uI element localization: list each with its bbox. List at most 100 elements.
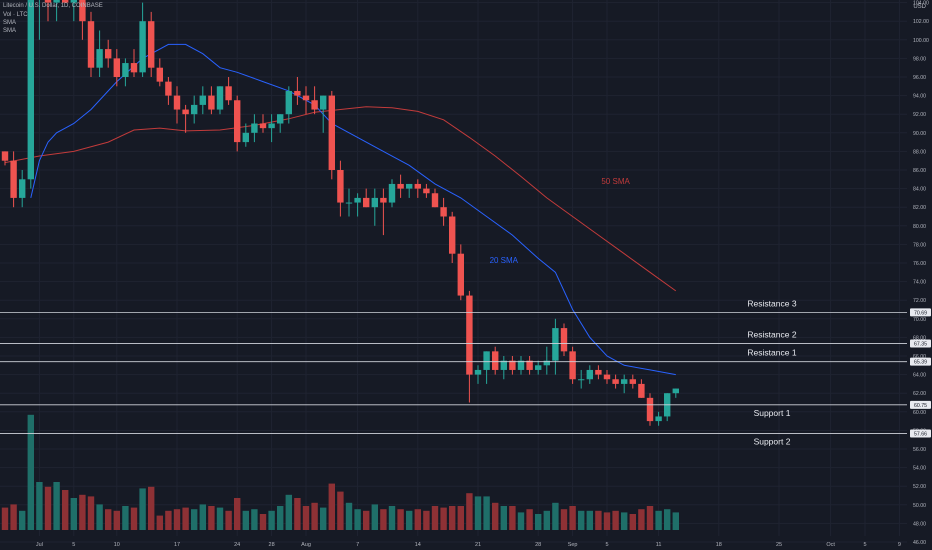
y-tick-label: 62.00: [913, 391, 926, 397]
volume-bar: [44, 486, 52, 530]
candle-body: [431, 193, 439, 208]
y-tick-label: 72.00: [913, 298, 926, 304]
candle-body: [560, 328, 568, 352]
volume-bar: [79, 494, 86, 530]
x-tick-label: 14: [415, 542, 421, 548]
volume-bar: [612, 510, 619, 530]
candle-body: [122, 63, 129, 77]
candle-body: [139, 21, 146, 73]
candle-body: [552, 328, 559, 361]
candle-body: [79, 0, 86, 22]
y-tick-label: 54.00: [913, 466, 926, 472]
y-tick-label: 98.00: [913, 56, 926, 62]
volume-bar: [53, 482, 60, 530]
candle-body: [509, 360, 516, 370]
volume-bar: [646, 506, 654, 530]
volume-indicator-label[interactable]: Vol · LTC: [3, 12, 28, 18]
candle-body: [294, 90, 301, 96]
candle-body: [621, 379, 628, 384]
volume-bar: [655, 510, 662, 530]
x-tick-label: 11: [656, 542, 662, 548]
candle-body: [19, 179, 26, 198]
candle-body: [234, 100, 241, 143]
volume-bar: [234, 498, 241, 530]
candle-body: [517, 360, 525, 370]
currency-label: USD: [913, 4, 926, 10]
volume-bar: [664, 509, 671, 530]
candle-body: [492, 351, 499, 370]
volume-bar: [277, 506, 284, 530]
volume-bar: [113, 510, 120, 530]
candle-body: [371, 197, 378, 208]
candle-body: [302, 95, 310, 101]
sma50-line: [4, 106, 677, 292]
volume-bar: [371, 504, 378, 530]
candle-body: [612, 379, 619, 384]
y-tick-label: 92.00: [913, 112, 926, 118]
volume-bar: [302, 506, 310, 530]
y-tick-label: 80.00: [913, 224, 926, 230]
volume-bar: [122, 506, 129, 530]
candle-body: [569, 351, 576, 380]
x-tick-label: 28: [269, 542, 275, 548]
candle-body: [449, 216, 456, 254]
sma-indicator-label-2[interactable]: SMA: [3, 28, 17, 34]
volume-bar: [423, 510, 430, 530]
candle-body: [595, 369, 602, 375]
candle-body: [328, 95, 335, 170]
volume-bar: [406, 510, 413, 530]
x-tick-label: 28: [535, 542, 541, 548]
volume-bar: [294, 498, 301, 530]
y-tick-label: 56.00: [913, 447, 926, 453]
sma-indicator-label-1[interactable]: SMA: [3, 20, 17, 26]
candle-body: [53, 0, 60, 3]
candle-body: [130, 63, 138, 73]
x-tick-label: Sep: [568, 542, 578, 548]
candle-body: [655, 416, 662, 422]
level-price-label: 60.75: [914, 403, 927, 409]
y-tick-label: 46.00: [913, 540, 926, 546]
level-price-label: 57.66: [914, 432, 927, 438]
candle-body: [242, 132, 249, 143]
volume-bar: [96, 504, 103, 530]
y-tick-label: 90.00: [913, 131, 926, 137]
volume-bar: [191, 509, 198, 530]
y-tick-label: 104.00: [913, 1, 929, 7]
volume-bar: [535, 514, 542, 530]
volume-bar: [285, 494, 292, 530]
candle-body: [423, 188, 430, 194]
x-tick-label: Jul: [36, 542, 43, 548]
volume-bar: [526, 509, 533, 530]
x-tick-label: 5: [863, 542, 866, 548]
y-tick-label: 64.00: [913, 373, 926, 379]
level-price-label: 65.39: [914, 360, 927, 366]
level-price-label: 70.69: [914, 310, 927, 316]
volume-bar: [173, 509, 181, 530]
candle-body: [62, 0, 69, 3]
volume-bar: [569, 506, 576, 530]
candle-body: [70, 0, 77, 3]
x-tick-label: 5: [605, 542, 608, 548]
volume-bar: [36, 482, 43, 530]
level-label: Resistance 2: [747, 329, 796, 339]
candle-body: [363, 197, 370, 208]
candle-body: [457, 253, 464, 296]
candle-body: [406, 183, 413, 189]
volume-bar: [70, 498, 77, 530]
y-tick-label: 102.00: [913, 19, 929, 25]
candle-body: [182, 109, 189, 115]
candle-body: [345, 202, 353, 204]
candle-body: [44, 0, 52, 3]
volume-bar: [509, 506, 516, 530]
level-price-box: [910, 400, 931, 409]
candle-body: [466, 295, 473, 375]
candle-body: [285, 90, 292, 115]
candle-body: [337, 170, 344, 203]
y-tick-label: 50.00: [913, 503, 926, 509]
volume-bar: [449, 506, 456, 530]
candle-body: [225, 86, 232, 101]
volume-bar: [354, 509, 361, 530]
candle-body: [277, 114, 284, 124]
